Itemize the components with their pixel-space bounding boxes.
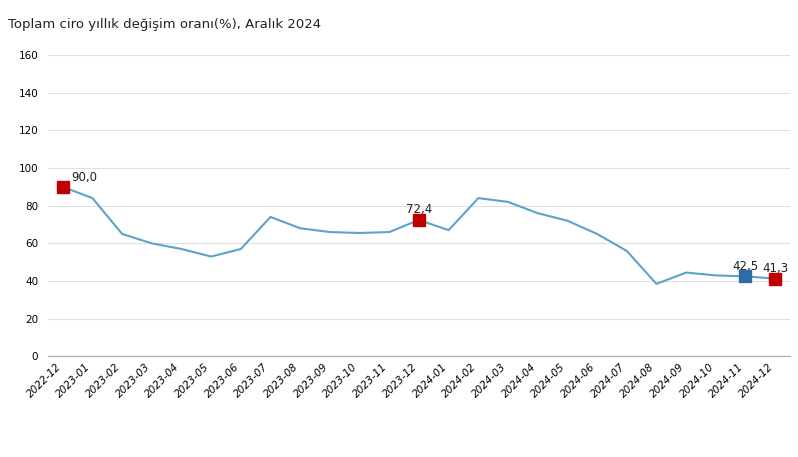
Text: 90,0: 90,0 [72,171,97,184]
Text: 41,3: 41,3 [762,262,788,275]
Text: 42,5: 42,5 [733,260,759,272]
Text: 72,4: 72,4 [406,203,432,216]
Text: Toplam ciro yıllık değişim oranı(%), Aralık 2024: Toplam ciro yıllık değişim oranı(%), Ara… [8,18,321,31]
